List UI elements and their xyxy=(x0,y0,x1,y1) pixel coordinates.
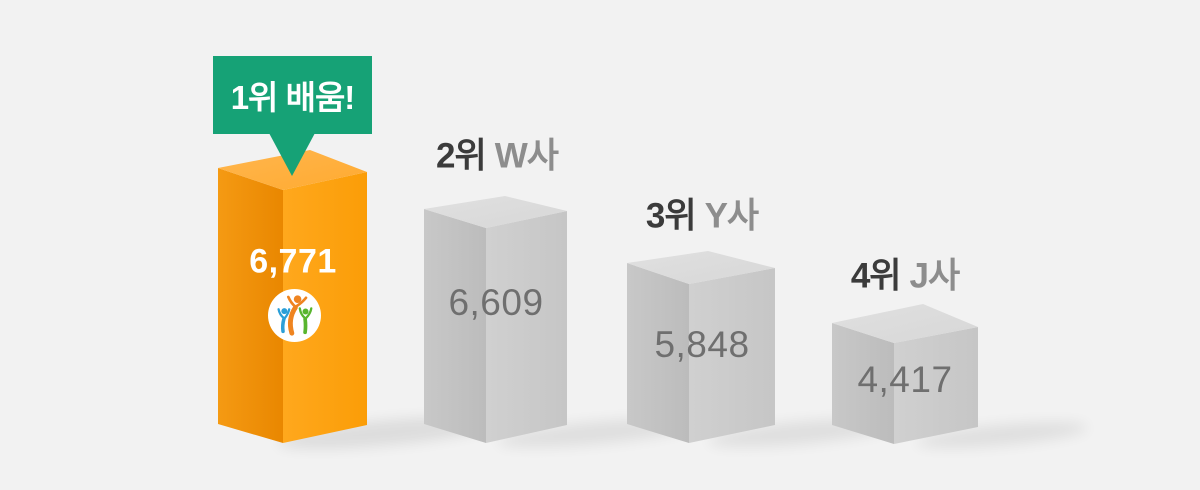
winner-callout-pointer xyxy=(269,133,315,176)
bar4-left-face xyxy=(832,323,894,444)
rank3-number: 3위 xyxy=(645,196,697,236)
bar2-left-face xyxy=(424,209,486,443)
bar-rank2-box xyxy=(424,196,567,443)
bar3-top-face xyxy=(627,251,775,284)
rank3-company: Y사 xyxy=(704,196,760,236)
bar-rank3-box xyxy=(627,251,775,443)
rank2-number: 2위 xyxy=(436,136,487,176)
bar2-value: 6,609 xyxy=(448,282,544,323)
shadow-bar4 xyxy=(916,422,1088,448)
rank2-company: W사 xyxy=(494,136,559,176)
winner-logo xyxy=(268,289,321,342)
winner-callout-text: 1위 배움! xyxy=(230,79,356,116)
bar-rank4-box xyxy=(832,304,978,444)
bar2-right-face xyxy=(486,211,567,443)
bar4-top-face xyxy=(832,304,978,343)
bar3-left-face xyxy=(627,263,689,443)
logo-circle xyxy=(268,289,321,342)
bar3-right-face xyxy=(689,268,775,443)
bar4-right-face xyxy=(894,327,978,444)
winner-callout-bubble: 1위 배움! xyxy=(213,56,372,134)
bar1-left-face xyxy=(218,168,283,443)
rank4-company: J사 xyxy=(909,256,961,296)
rank3-label: 3위 Y사 xyxy=(645,188,760,239)
bar3-value: 5,848 xyxy=(654,324,750,365)
rank4-label: 4위 J사 xyxy=(850,248,961,299)
logo-people-icon xyxy=(277,295,313,336)
bar4-value: 4,417 xyxy=(857,359,953,400)
bar1-value: 6,771 xyxy=(249,242,337,281)
rank2-label: 2위 W사 xyxy=(436,128,559,179)
rank4-number: 4위 xyxy=(850,256,902,296)
bar-rank1-box xyxy=(218,150,367,443)
bar2-top-face xyxy=(424,196,567,228)
bar1-right-face xyxy=(283,172,367,443)
